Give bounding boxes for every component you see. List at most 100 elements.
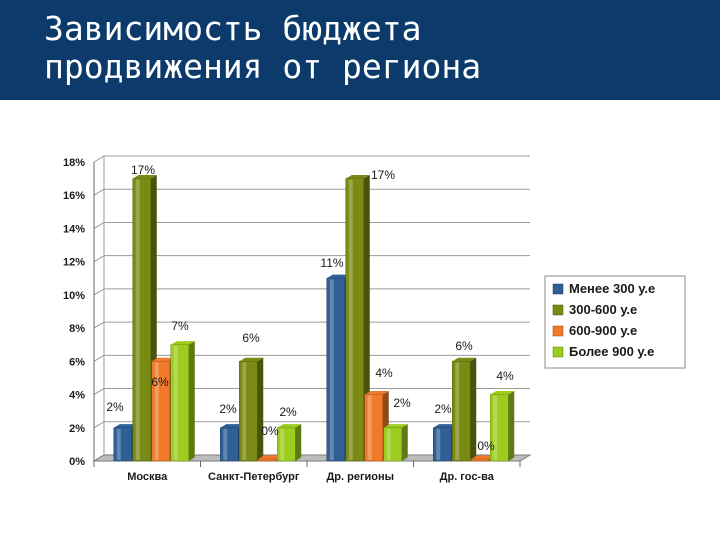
bar-top: [258, 455, 283, 459]
bar: [170, 344, 189, 462]
data-label: 6%: [242, 331, 260, 345]
bar-highlight: [135, 179, 140, 460]
y-tick-label: 14%: [63, 223, 85, 235]
slide-title: Зависимость бюджета продвижения от регио…: [44, 10, 481, 86]
bar: [471, 458, 490, 462]
bar-highlight: [173, 345, 178, 460]
gridline-side: [93, 222, 105, 229]
bar-top: [170, 341, 195, 345]
data-label: 2%: [393, 396, 411, 410]
data-label: 2%: [106, 400, 124, 414]
bar: [113, 427, 132, 462]
bar-highlight: [493, 395, 498, 460]
x-tick-label: Москва: [127, 471, 168, 483]
gridline-side: [93, 321, 105, 329]
bar-top: [433, 424, 458, 428]
bar-side: [363, 175, 370, 461]
legend-swatch: [552, 283, 564, 295]
legend-label: 300-600 у.е: [569, 302, 637, 317]
data-label: 6%: [455, 339, 473, 353]
y-tick-label: 18%: [63, 157, 85, 169]
bar-highlight: [116, 428, 121, 460]
data-label: 7%: [171, 319, 189, 333]
data-label: 6%: [151, 375, 169, 389]
bar: [258, 458, 277, 462]
legend-swatch: [552, 325, 564, 337]
bar: [239, 361, 258, 462]
x-tick-label: Др. регионы: [326, 471, 394, 483]
bar: [277, 427, 296, 462]
bar-side: [508, 390, 515, 461]
data-label: 2%: [279, 405, 297, 419]
gridline-side: [93, 354, 105, 362]
bar-top: [452, 357, 477, 362]
bar-highlight: [223, 428, 228, 460]
y-tick-label: 16%: [63, 190, 85, 202]
y-tick-label: 4%: [69, 390, 85, 402]
bar-highlight: [280, 428, 285, 460]
bar: [326, 278, 345, 462]
bar: [452, 361, 471, 462]
y-tick-label: 10%: [63, 290, 85, 302]
bar-top: [277, 424, 302, 428]
bar-highlight: [348, 179, 353, 460]
data-label: 0%: [261, 424, 279, 438]
x-tick-label: Санкт-Петербург: [208, 471, 300, 483]
bar-top: [113, 424, 138, 428]
bar-top: [364, 390, 389, 395]
bar: [132, 178, 151, 462]
gridline-side: [93, 388, 105, 395]
gridline-side: [93, 288, 105, 296]
bar: [383, 427, 402, 462]
y-tick-label: 8%: [69, 323, 85, 335]
bar-top: [383, 424, 408, 428]
y-tick-label: 2%: [69, 423, 85, 435]
bar: [345, 178, 364, 462]
bar: [490, 394, 509, 462]
y-tick-label: 6%: [69, 356, 85, 368]
bar-highlight: [455, 362, 460, 460]
legend-swatch: [552, 304, 564, 316]
gridline-side: [93, 255, 105, 263]
title-line-1: Зависимость бюджета: [44, 9, 422, 48]
data-label: 2%: [219, 402, 237, 416]
bar-side: [401, 424, 408, 461]
bar-side: [257, 357, 264, 461]
bar-side: [188, 341, 195, 461]
legend-swatch: [552, 346, 564, 358]
bar: [433, 427, 452, 462]
data-label: 0%: [477, 439, 495, 453]
bar-highlight: [436, 428, 441, 460]
gridline-side: [93, 155, 105, 163]
bar-highlight: [329, 279, 334, 460]
y-tick-label: 0%: [69, 456, 85, 468]
bar-top: [471, 455, 496, 459]
legend-box: [544, 275, 686, 369]
data-label: 17%: [131, 163, 155, 177]
gridline-side: [93, 188, 105, 196]
bar-top: [239, 357, 264, 362]
title-line-2: продвижения от региона: [44, 47, 482, 86]
bar-highlight: [154, 362, 159, 460]
data-label: 17%: [371, 168, 395, 182]
bar-highlight: [367, 395, 372, 460]
gridline-side: [93, 421, 105, 429]
bar: [220, 427, 239, 462]
bar-side: [470, 357, 477, 461]
bar-top: [490, 390, 515, 395]
data-label: 11%: [320, 256, 343, 270]
y-tick-label: 12%: [63, 257, 85, 269]
bar-top: [220, 424, 245, 428]
x-tick-label: Др. гос-ва: [440, 471, 495, 483]
data-label: 2%: [434, 402, 452, 416]
slide-header: Зависимость бюджета продвижения от регио…: [0, 0, 720, 100]
bar: [151, 361, 170, 462]
legend-label: 600-900 у.е: [569, 323, 637, 338]
bar: [364, 394, 383, 462]
legend-label: Менее 300 у.е: [569, 281, 655, 296]
bar-side: [295, 424, 302, 461]
data-label: 4%: [375, 366, 393, 380]
bar-top: [326, 274, 351, 279]
data-label: 4%: [496, 369, 514, 383]
